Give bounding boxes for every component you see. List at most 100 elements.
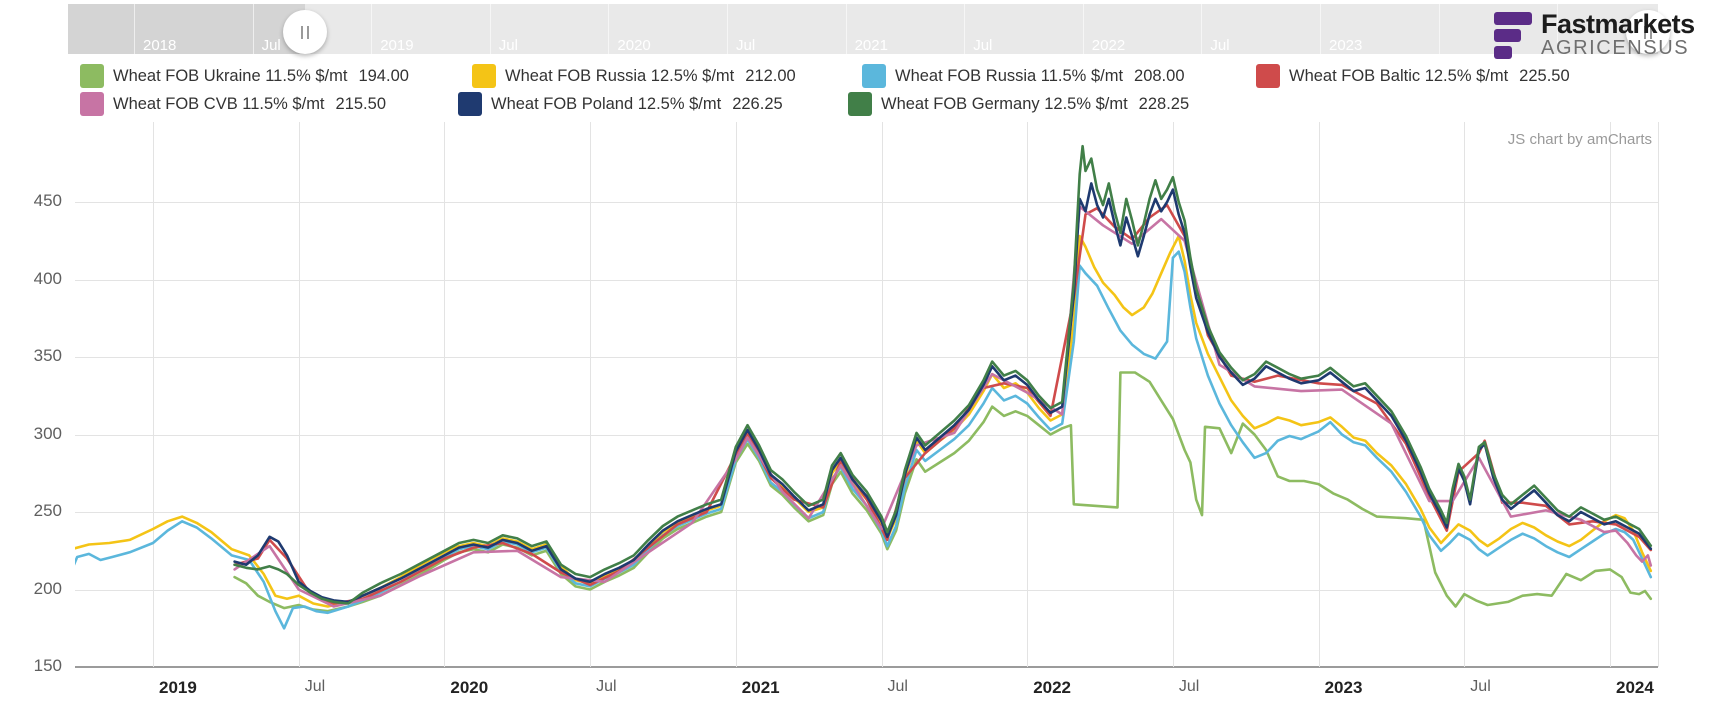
- x-axis-label: Jul: [887, 678, 908, 695]
- x-gridline: [1610, 122, 1611, 667]
- legend-series-label: Wheat FOB Ukraine 11.5% $/mt: [113, 66, 348, 85]
- legend-marker-icon[interactable]: [80, 64, 104, 88]
- scrollbar-axis-label: Jul: [261, 37, 281, 54]
- scrollbar-axis-label: Jul: [498, 37, 518, 54]
- y-gridline: [75, 666, 1658, 668]
- legend-item[interactable]: Wheat FOB Poland 12.5% $/mt 226.25: [458, 91, 783, 117]
- scrollbar-gridline: [845, 4, 847, 54]
- x-axis-label: 2021: [741, 678, 780, 697]
- y-gridline: [75, 202, 1658, 203]
- scrollbar-gridline: [1438, 4, 1440, 54]
- legend-item[interactable]: Wheat FOB Russia 11.5% $/mt 208.00: [862, 63, 1185, 89]
- y-axis-label: 200: [33, 578, 62, 598]
- legend-series-value: 215.50: [335, 94, 386, 113]
- y-axis-label: 300: [33, 423, 62, 443]
- legend-item[interactable]: Wheat FOB CVB 11.5% $/mt 215.50: [80, 91, 386, 117]
- grip-bar-icon: [1650, 25, 1652, 39]
- legend-series-value: 225.50: [1519, 66, 1570, 85]
- series-line-wheat-fob-germany-12-5-mt: [233, 144, 1653, 605]
- legend-marker-icon[interactable]: [848, 92, 872, 116]
- legend-item[interactable]: Wheat FOB Baltic 12.5% $/mt 225.50: [1256, 63, 1570, 89]
- legend-series-value: 228.25: [1138, 94, 1190, 113]
- scrollbar-gridline: [727, 4, 728, 54]
- series-line-wheat-fob-russia-12-5-mt: [75, 234, 1653, 608]
- x-gridline: [298, 122, 300, 667]
- legend-item[interactable]: Wheat FOB Germany 12.5% $/mt 228.25: [848, 91, 1189, 117]
- legend-series-label: Wheat FOB Baltic 12.5% $/mt: [1289, 66, 1509, 85]
- x-gridline: [735, 122, 737, 667]
- y-axis-label: 400: [33, 268, 62, 288]
- y-gridline: [75, 512, 1658, 513]
- y-axis-label: 450: [33, 191, 62, 210]
- scrollbar-axis-label: Jul: [1210, 37, 1230, 54]
- scrollbar-axis-label: 2018: [143, 37, 177, 54]
- y-axis-label: 150: [33, 656, 62, 675]
- x-axis-label: Jul: [1178, 678, 1200, 695]
- scrollbar-left-grip[interactable]: [283, 10, 327, 54]
- legend-marker-icon[interactable]: [1256, 64, 1280, 88]
- x-gridline: [1172, 122, 1174, 667]
- x-gridline: [590, 122, 592, 667]
- scrollbar-axis-label: Jul: [736, 37, 756, 54]
- legend-series-label: Wheat FOB Poland 12.5% $/mt: [491, 94, 722, 113]
- series-line-wheat-fob-baltic-12-5-mt: [233, 203, 1653, 605]
- scrollbar-axis-label: Jul: [973, 37, 993, 54]
- series-line-wheat-fob-ukraine-11-5-mt: [233, 371, 1653, 613]
- legend-marker-icon[interactable]: [458, 92, 482, 116]
- x-axis-label: Jul: [304, 678, 326, 695]
- legend-marker-icon[interactable]: [862, 64, 886, 88]
- scrollbar-gridline: [608, 4, 610, 54]
- x-axis-label: 2019: [159, 678, 197, 697]
- scrollbar-gridline: [371, 4, 373, 54]
- x-gridline: [153, 122, 154, 667]
- logo-sub-text: AGRICENSUS: [1541, 37, 1690, 60]
- legend-series-label: Wheat FOB Russia 12.5% $/mt: [505, 66, 735, 85]
- amcharts-credit-link[interactable]: JS chart by amCharts: [1507, 131, 1652, 148]
- scrollbar-gridline: [489, 4, 491, 54]
- x-axis-label: Jul: [1470, 678, 1491, 695]
- scrollbar-gridline: [134, 4, 135, 54]
- scrollbar-gridline: [252, 4, 254, 54]
- y-gridline: [75, 434, 1658, 436]
- scrollbar-axis-label: 2023: [1329, 37, 1363, 54]
- scrollbar-gridline: [1320, 4, 1321, 54]
- scrollbar-gridline: [1557, 4, 1559, 54]
- logo-brand-text: Fastmarkets: [1541, 9, 1695, 39]
- grip-bar-icon: [1644, 25, 1646, 39]
- legend-series-label: Wheat FOB Russia 11.5% $/mt: [895, 66, 1124, 85]
- legend-series-value: 194.00: [358, 66, 409, 85]
- legend-item[interactable]: Wheat FOB Russia 12.5% $/mt 212.00: [472, 63, 796, 89]
- scrollbar-gridline: [964, 4, 966, 54]
- legend-marker-icon[interactable]: [472, 64, 496, 88]
- legend-series-value: 208.00: [1134, 66, 1185, 85]
- grip-bar-icon: [307, 25, 309, 39]
- x-axis-label: 2022: [1033, 678, 1072, 697]
- fastmarkets-agricensus-logo: Fastmarkets AGRICENSUS: [1494, 10, 1695, 59]
- x-gridline: [881, 122, 883, 667]
- y-gridline: [75, 279, 1658, 281]
- legend-series-value: 226.25: [732, 94, 783, 113]
- x-axis-label: Jul: [596, 678, 617, 695]
- legend-item[interactable]: Wheat FOB Ukraine 11.5% $/mt 194.00: [80, 63, 409, 89]
- scrollbar-track[interactable]: 2018 Jul 2019 Jul 2020 Jul 2021 Jul 2022 Jul 2023: [68, 4, 1670, 54]
- y-axis-label: 350: [33, 346, 62, 365]
- legend-series-label: Wheat FOB CVB 11.5% $/mt: [113, 94, 325, 113]
- scrollbar-right-grip[interactable]: [1626, 10, 1670, 54]
- scrollbar-gridline: [1201, 4, 1203, 54]
- x-axis-label: 2023: [1324, 678, 1363, 697]
- scrollbar-gridline: [1082, 4, 1084, 54]
- fastmarkets-f-icon: [1494, 12, 1532, 59]
- x-gridline: [1318, 122, 1320, 667]
- x-gridline: [1464, 122, 1466, 667]
- x-gridline: [1658, 122, 1660, 667]
- scrollbar-axis-label: 2021: [854, 37, 888, 54]
- legend-series-value: 212.00: [745, 66, 796, 85]
- scrollbar-axis-label: 2022: [1091, 37, 1126, 54]
- series-line-wheat-fob-russia-11-5-mt: [75, 250, 1653, 630]
- y-gridline: [75, 589, 1658, 591]
- y-axis-label: 250: [33, 501, 62, 520]
- scrollbar-axis-label: 2019: [380, 37, 414, 54]
- legend-marker-icon[interactable]: [80, 92, 104, 116]
